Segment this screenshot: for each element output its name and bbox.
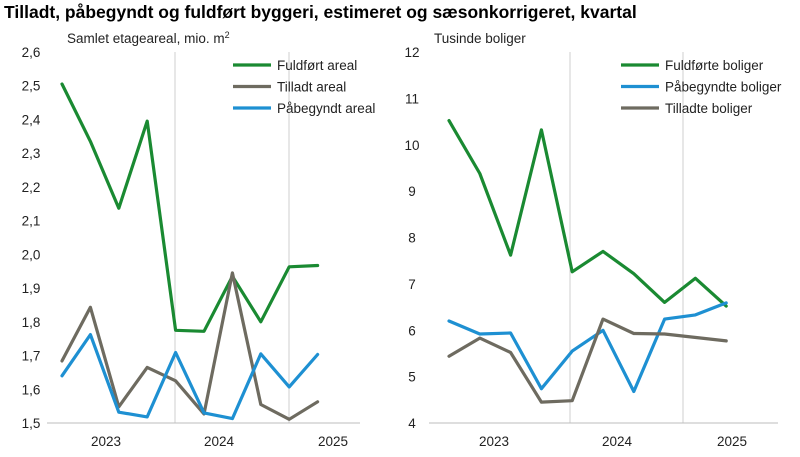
right-x-labels: 2023 2024 2025	[479, 434, 747, 449]
y-tick-label: 9	[408, 184, 416, 199]
right-y-ticks: 4 5 6 7 8 9 10 11 12	[404, 45, 419, 431]
legend-label: Fuldførte boliger	[665, 58, 764, 73]
y-tick-label: 2,1	[22, 214, 41, 229]
chart-title: Tilladt, påbegyndt og fuldført byggeri, …	[4, 2, 637, 22]
y-tick-label: 10	[404, 138, 419, 153]
legend-label: Tilladte boliger	[665, 101, 753, 116]
y-tick-label: 12	[404, 45, 419, 60]
left-y-ticks: 1,5 1,6 1,7 1,8 1,9 2,0 2,1 2,2 2,3 2,4 2,5 2,6	[22, 45, 41, 431]
y-tick-label: 1,8	[22, 315, 41, 330]
y-tick-label: 11	[405, 91, 419, 106]
x-tick-label: 2023	[479, 434, 509, 449]
left-grid	[47, 52, 360, 424]
series-line-påbegyndte-boliger	[447, 301, 728, 394]
left-legend: Fuldført areal Tilladt areal Påbegyndt are…	[233, 58, 375, 116]
series-line-fuldførte-boliger	[447, 118, 728, 308]
series-line-tilladte-boliger	[447, 317, 728, 404]
x-tick-label: 2025	[717, 434, 747, 449]
y-tick-label: 1,7	[22, 349, 41, 364]
y-tick-label: 1,5	[22, 416, 41, 431]
y-tick-label: 4	[408, 416, 416, 431]
left-x-labels: 2023 2024 2025	[91, 434, 348, 449]
left-y-unit-label: Samlet etageareal, mio. m2	[67, 30, 230, 46]
y-tick-label: 2,5	[22, 79, 41, 94]
x-tick-label: 2024	[204, 434, 235, 449]
right-y-unit-label: Tusinde boliger	[434, 31, 526, 46]
y-tick-label: 6	[408, 323, 416, 338]
legend-label: Fuldført areal	[277, 58, 357, 73]
right-grid	[429, 52, 778, 424]
y-tick-label: 2,2	[22, 180, 41, 195]
y-tick-label: 1,9	[22, 281, 41, 296]
x-tick-label: 2025	[318, 434, 348, 449]
y-tick-label: 2,4	[22, 112, 41, 127]
legend-label: Tilladt areal	[277, 80, 346, 95]
series-line-påbegyndt-areal	[60, 333, 320, 421]
x-tick-label: 2024	[602, 434, 633, 449]
series-line-fuldført-areal	[60, 82, 320, 333]
right-series-lines	[447, 118, 728, 404]
left-series-lines	[60, 82, 320, 421]
legend-label: Påbegyndt areal	[277, 101, 375, 116]
y-tick-label: 5	[408, 370, 416, 385]
y-tick-label: 1,6	[22, 382, 41, 397]
series-line-tilladt-areal	[60, 271, 320, 421]
y-tick-label: 2,3	[22, 146, 41, 161]
y-tick-label: 8	[408, 231, 416, 246]
y-tick-label: 2,6	[22, 45, 41, 60]
right-legend: Fuldførte boliger Påbegyndte boliger Tilla…	[621, 58, 782, 116]
y-tick-label: 2,0	[22, 247, 41, 262]
x-tick-label: 2023	[91, 434, 121, 449]
left-chart: Samlet etageareal, mio. m2 1,51,61,71,81…	[22, 30, 376, 449]
legend-label: Påbegyndte boliger	[665, 80, 782, 95]
y-tick-label: 7	[408, 277, 416, 292]
